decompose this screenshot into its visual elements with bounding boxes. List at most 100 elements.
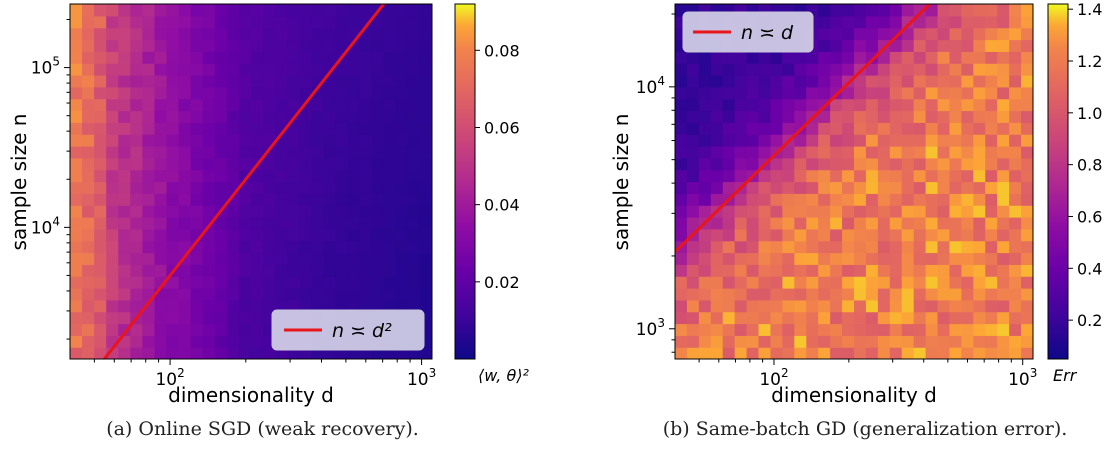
heatmap-cell bbox=[901, 217, 915, 230]
heatmap-cell bbox=[94, 4, 107, 17]
heatmap-cell bbox=[311, 228, 324, 242]
heatmap-cell bbox=[238, 299, 252, 313]
heatmap-cell bbox=[214, 323, 228, 336]
heatmap-cell bbox=[794, 217, 807, 230]
heatmap-cell bbox=[226, 157, 240, 171]
heatmap-cell bbox=[865, 193, 879, 206]
heatmap-cell bbox=[818, 347, 831, 359]
heatmap-cell bbox=[226, 217, 240, 230]
heatmap-cell bbox=[985, 217, 998, 230]
heatmap-cell bbox=[94, 157, 107, 171]
heatmap-cell bbox=[937, 39, 951, 52]
heatmap-cell bbox=[698, 299, 712, 313]
heatmap-cell bbox=[782, 264, 795, 277]
heatmap-cell bbox=[710, 134, 724, 147]
heatmap-cell bbox=[419, 240, 432, 254]
heatmap-cell bbox=[865, 228, 879, 242]
heatmap-cell bbox=[698, 323, 712, 336]
heatmap-cell bbox=[251, 347, 264, 359]
heatmap-cell bbox=[675, 86, 688, 100]
heatmap-cell bbox=[710, 240, 724, 254]
colorbar-b-ticks: 0.20.40.60.81.01.21.4 bbox=[1068, 0, 1102, 330]
heatmap-cell bbox=[395, 193, 409, 206]
heatmap-cell bbox=[395, 134, 409, 147]
heatmap-cell bbox=[251, 122, 264, 135]
heatmap-cell bbox=[806, 347, 819, 359]
heatmap-cell bbox=[1021, 122, 1033, 135]
heatmap-cell bbox=[154, 335, 168, 348]
heatmap-cell bbox=[70, 122, 83, 135]
heatmap-cell bbox=[226, 122, 240, 135]
heatmap-cell bbox=[178, 134, 192, 147]
heatmap-cell bbox=[961, 4, 974, 17]
heatmap-cell bbox=[335, 122, 349, 135]
heatmap-cell bbox=[973, 276, 986, 289]
heatmap-cell bbox=[949, 63, 962, 76]
heatmap-cell bbox=[419, 347, 432, 359]
heatmap-cell bbox=[985, 98, 998, 112]
heatmap-cell bbox=[758, 86, 772, 100]
heatmap-cell bbox=[106, 98, 119, 112]
heatmap-cell bbox=[794, 169, 807, 183]
heatmap-cell bbox=[794, 51, 807, 64]
heatmap-cell bbox=[758, 240, 772, 254]
heatmap-cell bbox=[770, 228, 783, 242]
heatmap-cell bbox=[70, 63, 83, 76]
heatmap-cell bbox=[70, 347, 83, 359]
heatmap-cell bbox=[154, 323, 168, 336]
heatmap-cell bbox=[359, 157, 373, 171]
heatmap-cell bbox=[178, 311, 192, 325]
heatmap-cell bbox=[94, 299, 107, 313]
heatmap-cell bbox=[383, 157, 397, 171]
heatmap-cell bbox=[335, 264, 349, 277]
heatmap-cell bbox=[818, 299, 831, 313]
heatmap-cell bbox=[94, 134, 107, 147]
heatmap-cell bbox=[889, 228, 903, 242]
heatmap-cell bbox=[335, 98, 349, 112]
heatmap-cell bbox=[675, 311, 688, 325]
heatmap-cell bbox=[901, 39, 915, 52]
colorbar-a bbox=[454, 3, 476, 360]
heatmap-cell bbox=[675, 75, 688, 88]
heatmap-cell bbox=[202, 240, 216, 254]
heatmap-cell bbox=[82, 98, 95, 112]
heatmap-cell bbox=[1021, 4, 1033, 17]
heatmap-cell bbox=[710, 146, 724, 159]
heatmap-cell bbox=[311, 252, 324, 265]
heatmap-cell bbox=[746, 63, 760, 76]
heatmap-cell bbox=[383, 299, 397, 313]
heatmap-cell bbox=[794, 157, 807, 171]
heatmap-cell bbox=[106, 288, 119, 301]
heatmap-cell bbox=[311, 134, 324, 147]
heatmap-cell bbox=[973, 181, 986, 194]
heatmap-cell bbox=[226, 146, 240, 159]
heatmap-cell bbox=[830, 299, 843, 313]
heatmap-cell bbox=[335, 193, 349, 206]
heatmap-cell bbox=[94, 276, 107, 289]
heatmap-cell bbox=[806, 51, 819, 64]
heatmap-cell bbox=[407, 276, 421, 289]
heatmap-cell bbox=[130, 75, 143, 88]
heatmap-cell bbox=[82, 169, 95, 183]
heatmap-cell bbox=[347, 4, 361, 17]
heatmap-cell bbox=[142, 63, 156, 76]
heatmap-cell bbox=[865, 264, 879, 277]
heatmap-cell bbox=[202, 4, 216, 17]
heatmap-cell bbox=[770, 134, 783, 147]
heatmap-cell bbox=[997, 98, 1010, 112]
heatmap-cell bbox=[901, 98, 915, 112]
heatmap-cell bbox=[154, 181, 168, 194]
heatmap-cell bbox=[371, 39, 385, 52]
heatmap-cell bbox=[82, 122, 95, 135]
heatmap-cell bbox=[734, 169, 748, 183]
heatmap-cell bbox=[275, 51, 288, 64]
heatmap-cell bbox=[371, 193, 385, 206]
heatmap-cell bbox=[118, 98, 131, 112]
heatmap-cell bbox=[142, 134, 156, 147]
heatmap-cell bbox=[287, 86, 300, 100]
heatmap-cell bbox=[130, 122, 143, 135]
heatmap-cell bbox=[758, 63, 772, 76]
heatmap-cell bbox=[407, 146, 421, 159]
heatmap-cell bbox=[178, 276, 192, 289]
